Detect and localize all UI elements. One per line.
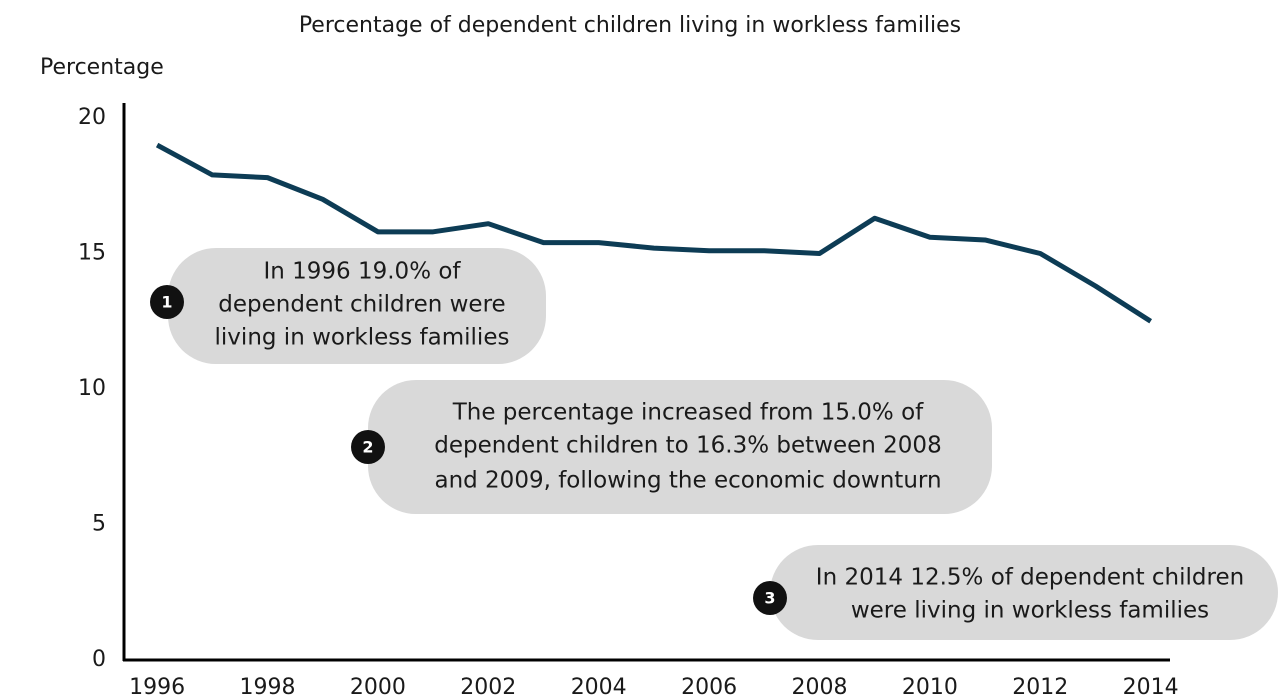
annotation-text: living in workless families <box>215 325 510 351</box>
y-axis-label: Percentage <box>40 55 164 80</box>
chart-title: Percentage of dependent children living … <box>299 13 961 38</box>
annotation-text: dependent children to 16.3% between 2008 <box>434 433 941 459</box>
x-tick-label: 2014 <box>1123 675 1179 698</box>
x-tick-label: 2010 <box>902 675 958 698</box>
annotation-number: 3 <box>764 589 775 608</box>
annotation-number: 2 <box>362 438 373 457</box>
annotation-text: In 2014 12.5% of dependent children <box>816 565 1244 591</box>
x-tick-label: 2002 <box>460 675 516 698</box>
x-tick-label: 1998 <box>240 675 296 698</box>
annotation-number: 1 <box>161 293 172 312</box>
annotation-box <box>770 545 1278 640</box>
annotation-badge <box>351 430 385 464</box>
x-tick-label: 2012 <box>1012 675 1068 698</box>
y-tick-label: 20 <box>78 105 106 130</box>
annotation-text: and 2009, following the economic downtur… <box>434 468 941 494</box>
x-tick-label: 2000 <box>350 675 406 698</box>
y-tick-label: 0 <box>92 647 106 672</box>
annotation-box <box>368 380 992 514</box>
annotation-text: were living in workless families <box>851 598 1209 624</box>
annotation-box <box>168 248 546 364</box>
y-tick-label: 15 <box>78 241 106 266</box>
annotation-text: In 1996 19.0% of <box>263 259 461 285</box>
annotation-text: dependent children were <box>218 292 505 318</box>
x-tick-label: 2004 <box>571 675 627 698</box>
line-series <box>155 142 1153 324</box>
y-tick-label: 10 <box>78 376 106 401</box>
x-tick-label: 1996 <box>129 675 185 698</box>
x-tick-label: 2006 <box>681 675 737 698</box>
annotation-badge <box>753 581 787 615</box>
y-tick-label: 5 <box>92 512 106 537</box>
annotation-text: The percentage increased from 15.0% of <box>452 400 924 426</box>
x-tick-label: 2008 <box>791 675 847 698</box>
annotation-badge <box>150 285 184 319</box>
